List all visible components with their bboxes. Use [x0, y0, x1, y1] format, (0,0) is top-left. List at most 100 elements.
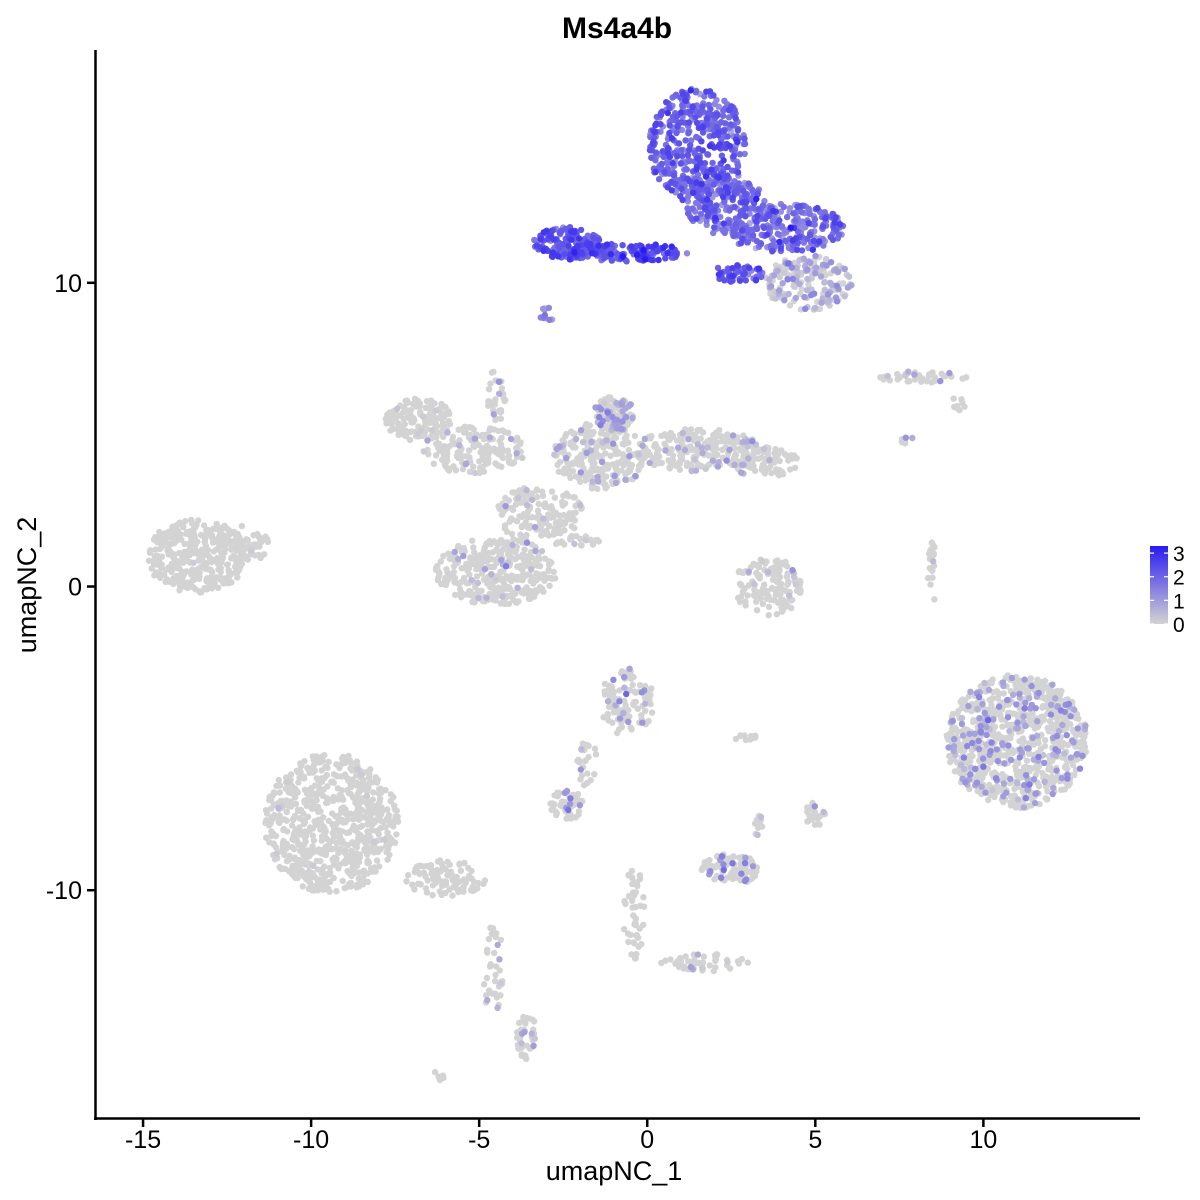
- cell-point: [540, 515, 547, 522]
- cell-point: [621, 673, 628, 681]
- cell-point: [959, 375, 966, 382]
- cell-point: [712, 957, 719, 964]
- cell-point: [720, 861, 727, 868]
- cell-point: [468, 424, 476, 431]
- cell-point: [403, 433, 410, 440]
- cell-point: [675, 444, 682, 451]
- cell-point: [1022, 772, 1030, 779]
- cell-point: [749, 875, 756, 882]
- cell-point: [547, 514, 554, 521]
- cell-point: [416, 870, 423, 878]
- cell-point: [438, 429, 445, 436]
- cell-point: [1057, 707, 1065, 714]
- cell-point: [326, 871, 333, 878]
- cell-point: [423, 889, 431, 896]
- cell-point: [726, 446, 733, 454]
- cell-point: [520, 492, 528, 499]
- cell-point: [1034, 718, 1041, 725]
- cell-point: [812, 252, 819, 260]
- cell-point: [699, 864, 706, 872]
- cell-point: [468, 875, 475, 882]
- cell-point: [487, 380, 494, 387]
- cell-point: [729, 860, 736, 867]
- cell-point: [165, 540, 172, 547]
- cell-point: [959, 399, 966, 406]
- cell-point: [651, 443, 658, 450]
- cell-point: [470, 544, 477, 551]
- cell-point: [323, 835, 330, 843]
- cell-point: [522, 572, 529, 580]
- cell-point: [1048, 701, 1055, 708]
- cell-point: [309, 846, 316, 853]
- cell-point: [209, 558, 216, 565]
- cell-point: [331, 795, 338, 802]
- cell-point: [325, 758, 332, 766]
- cell-point: [387, 791, 395, 798]
- cell-point: [292, 800, 300, 808]
- cell-point: [196, 569, 203, 577]
- cell-point: [481, 576, 488, 583]
- cell-point: [492, 597, 499, 604]
- cell-point: [1020, 781, 1028, 789]
- cell-point: [902, 440, 909, 447]
- cell-point: [758, 454, 765, 461]
- cell-point: [1028, 682, 1035, 690]
- cell-point: [173, 572, 180, 580]
- cell-point: [509, 541, 516, 549]
- cell-point: [709, 457, 716, 464]
- cell-point: [1064, 775, 1071, 782]
- cell-point: [619, 408, 626, 415]
- cell-point: [604, 409, 611, 416]
- cell-point: [641, 435, 648, 443]
- cell-point: [558, 538, 565, 545]
- cell-point: [588, 438, 595, 446]
- cell-point: [718, 438, 725, 445]
- cell-point: [833, 282, 840, 289]
- cell-point: [333, 839, 340, 846]
- cell-point: [528, 566, 535, 573]
- cell-point: [295, 830, 303, 837]
- cell-point: [493, 576, 500, 583]
- cell-point: [591, 745, 599, 752]
- cell-point: [158, 543, 165, 550]
- cell-point: [413, 863, 421, 870]
- cell-point: [1014, 796, 1022, 803]
- cell-point: [738, 469, 745, 476]
- cell-point: [275, 804, 282, 812]
- cell-point: [1030, 741, 1037, 748]
- cell-point: [1052, 746, 1059, 753]
- cell-point: [1013, 701, 1020, 708]
- cell-point: [295, 856, 302, 864]
- cell-point: [563, 815, 570, 822]
- cell-point: [571, 494, 578, 501]
- cell-point: [441, 455, 449, 462]
- cell-point: [616, 698, 623, 705]
- cell-point: [467, 588, 474, 595]
- cell-point: [318, 870, 325, 877]
- cell-point: [818, 299, 825, 306]
- cell-point: [987, 748, 994, 755]
- cell-point: [297, 760, 304, 767]
- cell-point: [685, 436, 692, 443]
- cell-point: [807, 259, 814, 266]
- cell-point: [776, 287, 783, 294]
- cell-point: [572, 444, 579, 451]
- cell-point: [1030, 776, 1038, 783]
- cell-point: [770, 237, 777, 245]
- cell-point: [738, 864, 745, 871]
- cell-point: [237, 553, 244, 560]
- cell-point: [508, 530, 516, 538]
- cell-point: [582, 477, 589, 484]
- cell-point: [360, 868, 367, 876]
- cell-point: [681, 446, 689, 454]
- cell-point: [545, 504, 553, 511]
- cell-point: [384, 411, 391, 418]
- cell-point: [528, 1030, 535, 1037]
- cell-point: [583, 420, 590, 428]
- cell-point: [1075, 715, 1082, 723]
- cell-point: [429, 891, 436, 899]
- cell-point: [575, 475, 582, 482]
- cell-point: [344, 816, 351, 823]
- cell-point: [429, 882, 437, 889]
- cell-point: [308, 798, 316, 805]
